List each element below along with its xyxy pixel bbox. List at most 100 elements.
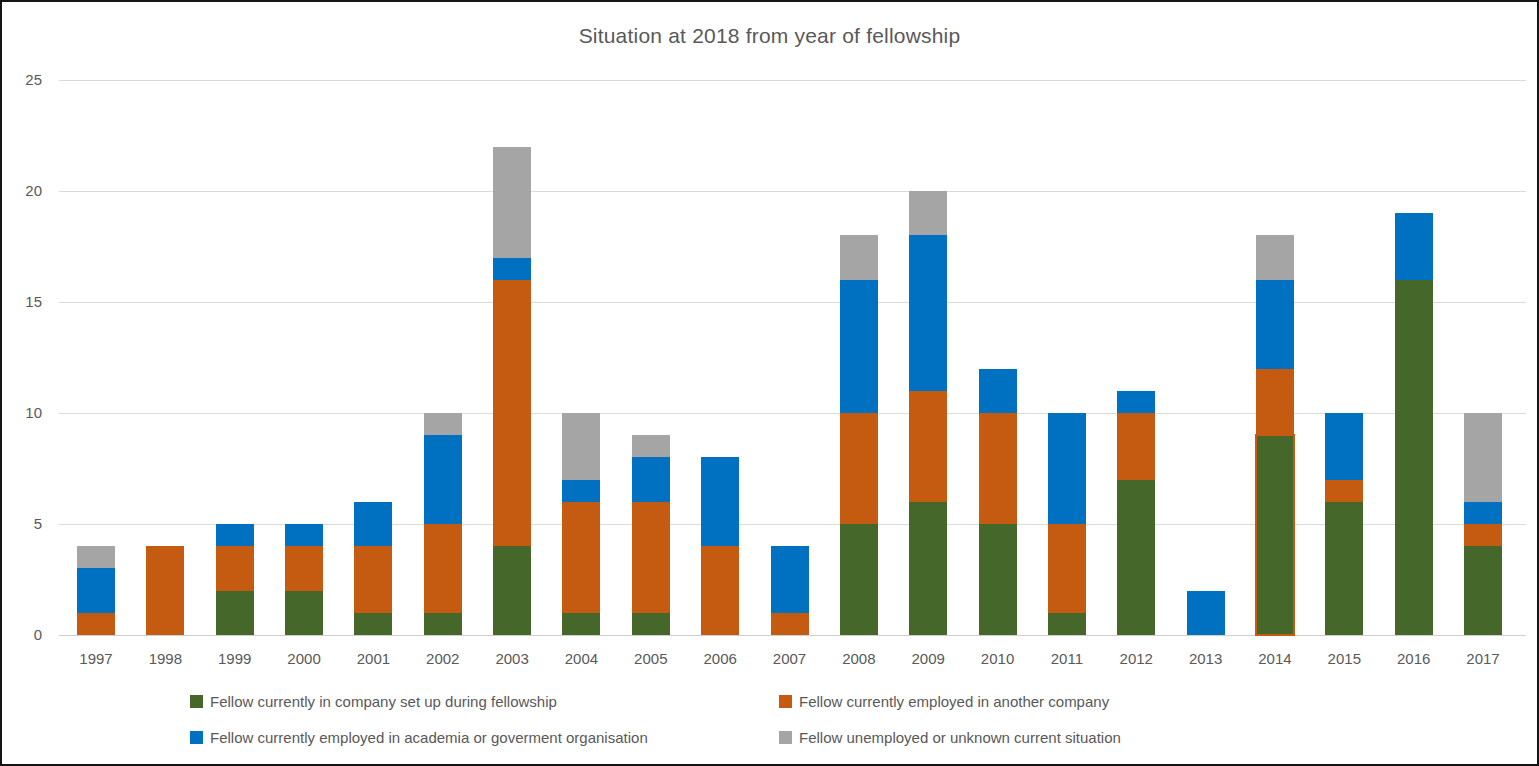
bar-segment: [1117, 480, 1155, 635]
bar-segment: [979, 369, 1017, 413]
bar-segment: [771, 546, 809, 613]
bar-segment: [562, 502, 600, 613]
bar-segment: [562, 413, 600, 480]
x-axis-label: 2002: [410, 650, 476, 668]
x-axis-label: 2016: [1381, 650, 1447, 668]
gridline: [59, 80, 1526, 81]
bar-segment: [216, 524, 254, 546]
bar-segment: [1464, 546, 1502, 635]
x-axis-label: 2010: [965, 650, 1031, 668]
bar-segment: [1325, 502, 1363, 635]
bar-segment: [1117, 391, 1155, 413]
bar-segment: [632, 457, 670, 501]
legend-label: Fellow unemployed or unknown current sit…: [799, 729, 1121, 746]
bar-segment: [354, 546, 392, 613]
x-axis-label: 2008: [826, 650, 892, 668]
bar-segment: [701, 457, 739, 546]
x-axis-label: 2011: [1034, 650, 1100, 668]
bar-segment: [1256, 369, 1294, 436]
bar-segment: [77, 568, 115, 612]
bar-segment: [285, 546, 323, 590]
bar-segment: [1325, 480, 1363, 502]
bar-segment: [424, 613, 462, 635]
bar-segment: [1464, 413, 1502, 502]
x-axis-label: 2015: [1311, 650, 1377, 668]
bar-segment: [146, 546, 184, 635]
bar-segment: [1325, 413, 1363, 480]
y-axis-tick-label: 20: [2, 183, 42, 198]
bar-segment: [424, 435, 462, 524]
bar-segment: [1048, 524, 1086, 613]
bar-segment: [1464, 524, 1502, 546]
legend-item: Fellow currently in company set up durin…: [190, 693, 557, 710]
bar-segment: [1048, 413, 1086, 524]
y-axis-tick-label: 25: [2, 72, 42, 87]
legend-label: Fellow currently employed in academia or…: [210, 729, 648, 746]
bar-segment: [562, 613, 600, 635]
x-axis-label: 2005: [618, 650, 684, 668]
bar-segment: [979, 413, 1017, 524]
bar-segment: [840, 280, 878, 413]
bar-segment: [77, 546, 115, 568]
y-axis-tick-label: 0: [2, 627, 42, 642]
bar-segment: [1256, 280, 1294, 369]
x-axis-label: 1998: [132, 650, 198, 668]
x-axis-label: 2009: [895, 650, 961, 668]
chart-title: Situation at 2018 from year of fellowshi…: [2, 24, 1537, 48]
bar-segment: [1256, 235, 1294, 279]
x-axis-label: 2003: [479, 650, 545, 668]
legend-swatch-icon: [779, 731, 792, 744]
x-axis-label: 2001: [340, 650, 406, 668]
bar-segment: [632, 613, 670, 635]
bar-segment: [77, 613, 115, 635]
legend-swatch-icon: [779, 695, 792, 708]
x-axis-label: 2004: [548, 650, 614, 668]
chart-container: Situation at 2018 from year of fellowshi…: [0, 0, 1539, 766]
x-axis-label: 2012: [1103, 650, 1169, 668]
bar-segment: [493, 147, 531, 258]
bar-segment: [909, 391, 947, 502]
bar-segment: [701, 546, 739, 635]
x-axis-line: [59, 635, 1526, 636]
legend-label: Fellow currently employed in another com…: [799, 693, 1109, 710]
bar-segment: [1395, 213, 1433, 280]
legend-item: Fellow currently employed in academia or…: [190, 729, 648, 746]
bar-segment: [632, 435, 670, 457]
bar-segment: [216, 591, 254, 635]
bar-segment-highlighted: [1256, 435, 1294, 635]
bar-segment: [493, 546, 531, 635]
bar-segment: [909, 502, 947, 635]
gridline: [59, 413, 1526, 414]
x-axis-label: 2007: [757, 650, 823, 668]
x-axis-label: 2013: [1173, 650, 1239, 668]
bar-segment: [216, 546, 254, 590]
gridline: [59, 302, 1526, 303]
x-axis-label: 2000: [271, 650, 337, 668]
bar-segment: [424, 413, 462, 435]
gridline: [59, 191, 1526, 192]
legend-item: Fellow unemployed or unknown current sit…: [779, 729, 1121, 746]
x-axis-label: 1997: [63, 650, 129, 668]
bar-segment: [424, 524, 462, 613]
x-axis-label: 2014: [1242, 650, 1308, 668]
x-axis-label: 2017: [1450, 650, 1516, 668]
bar-segment: [1117, 413, 1155, 480]
x-axis-label: 1999: [202, 650, 268, 668]
legend-swatch-icon: [190, 695, 203, 708]
x-axis-label: 2006: [687, 650, 753, 668]
bar-segment: [1464, 502, 1502, 524]
y-axis-tick-label: 5: [2, 516, 42, 531]
bar-segment: [1395, 280, 1433, 635]
bar-segment: [1048, 613, 1086, 635]
bar-segment: [285, 524, 323, 546]
bar-segment: [285, 591, 323, 635]
bar-segment: [1187, 591, 1225, 635]
legend-item: Fellow currently employed in another com…: [779, 693, 1109, 710]
bar-segment: [979, 524, 1017, 635]
bar-segment: [493, 280, 531, 546]
gridline: [59, 524, 1526, 525]
bar-segment: [909, 191, 947, 235]
bar-segment: [632, 502, 670, 613]
bar-segment: [562, 480, 600, 502]
bar-segment: [354, 613, 392, 635]
